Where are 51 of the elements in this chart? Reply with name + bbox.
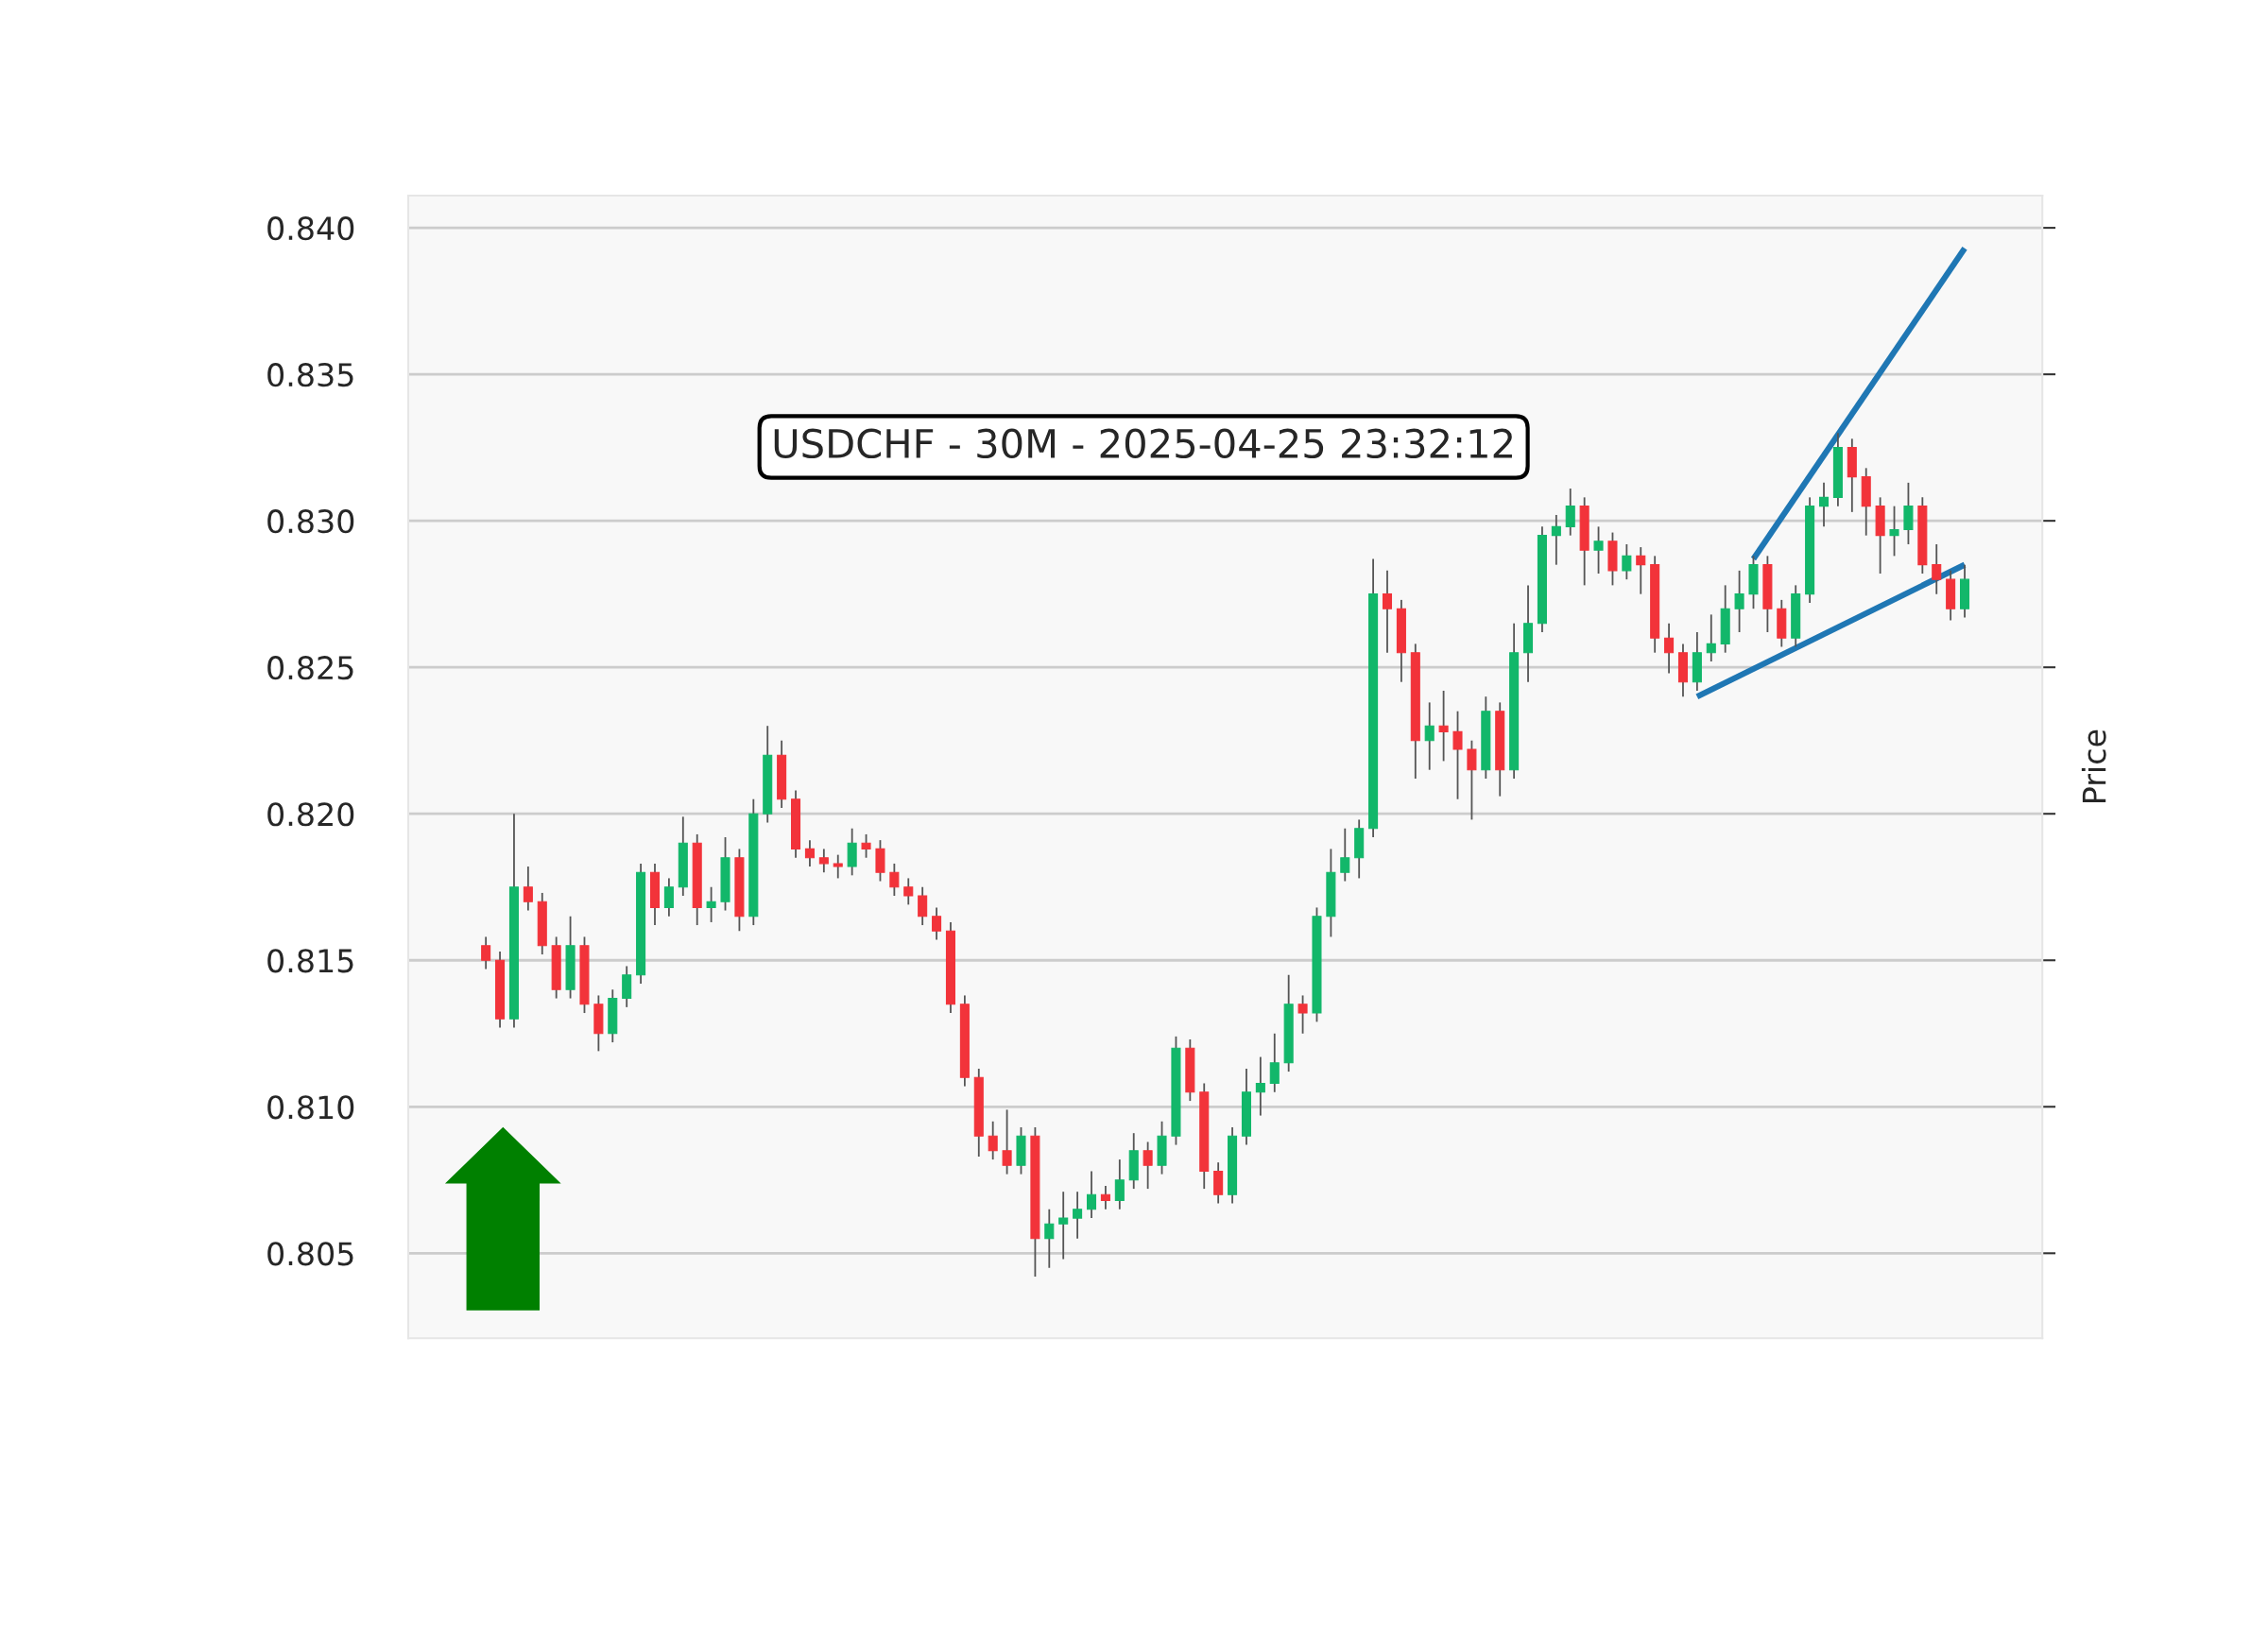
y-tick-label: 0.825 <box>267 656 353 680</box>
candlestick <box>1424 701 1435 771</box>
candlestick <box>1086 1170 1097 1220</box>
candlestick <box>1706 613 1716 662</box>
candlestick <box>988 1120 998 1160</box>
candlestick <box>1467 739 1477 821</box>
candlestick <box>932 906 942 941</box>
candlestick <box>1889 505 1899 558</box>
candlestick <box>1734 569 1744 633</box>
candlestick <box>903 877 914 906</box>
candlestick <box>833 853 843 880</box>
y-tick-label: 0.815 <box>267 949 353 973</box>
candlestick <box>1044 1208 1055 1269</box>
candlestick <box>918 885 928 926</box>
candlestick <box>1073 1191 1083 1240</box>
candlestick <box>1058 1191 1069 1261</box>
candlestick <box>1340 827 1350 883</box>
candlestick <box>1452 710 1463 800</box>
candlestick <box>1100 1185 1110 1210</box>
candlestick <box>1002 1108 1012 1175</box>
candlestick <box>1622 543 1632 581</box>
candlestick <box>861 833 871 859</box>
candlestick <box>1114 1158 1125 1210</box>
y-tick-label: 0.840 <box>267 216 354 241</box>
candlestick <box>1382 569 1393 654</box>
candlestick <box>1269 1032 1280 1093</box>
text: USDCHF - 30M - 2025-04-25 23:32:12 <box>774 428 1512 459</box>
candlestick <box>889 863 900 897</box>
candlestick <box>1565 488 1575 537</box>
candlestick <box>663 877 674 918</box>
y-tick-label: 0.805 <box>267 1242 353 1266</box>
candlestick <box>804 839 815 867</box>
candlestick <box>1818 481 1830 528</box>
candlestick <box>818 848 829 874</box>
candlestick <box>1593 525 1604 575</box>
candlestick <box>481 935 491 970</box>
y-axis-title: Price <box>2081 729 2106 802</box>
y-tick-label: 0.835 <box>267 363 353 387</box>
candlestick <box>1255 1055 1265 1117</box>
candlestick <box>1932 543 1942 595</box>
y-tick-label: 0.820 <box>267 802 354 827</box>
candlestick <box>706 885 716 923</box>
candlestick <box>523 866 533 912</box>
candlestick <box>1551 514 1561 566</box>
candlestick <box>1143 1141 1153 1191</box>
y-tick-label: 0.810 <box>267 1095 354 1120</box>
candlestick <box>1438 690 1449 763</box>
y-tick-label: 0.830 <box>267 509 354 534</box>
candlestick <box>1664 622 1675 675</box>
candlestick <box>1297 994 1308 1035</box>
candlestick <box>1636 546 1646 595</box>
